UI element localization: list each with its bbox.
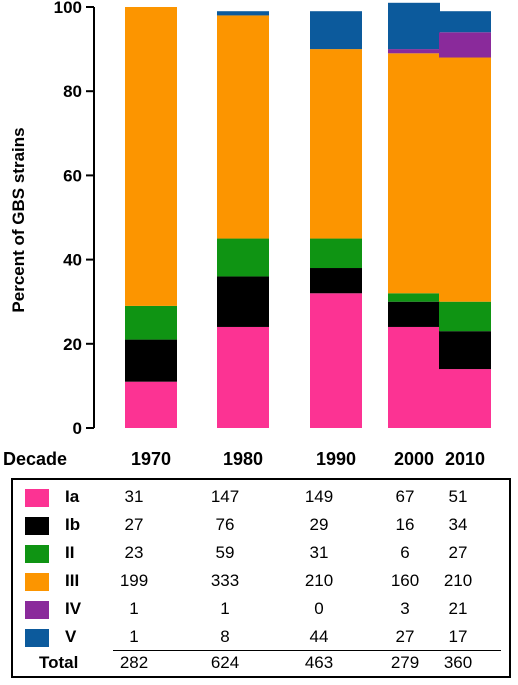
table-row: IV 1 1 0 3 21 (13, 598, 509, 622)
bar-segment-ia-1990 (310, 293, 362, 428)
x-tick-label: 1990 (316, 449, 356, 469)
bar-segment-ib-1970 (125, 339, 177, 382)
table-cell: 27 (448, 543, 468, 562)
legend-swatch-iii (25, 573, 49, 591)
table-cell: 29 (309, 515, 329, 534)
table-cell: 149 (304, 487, 334, 506)
y-tick-label: 60 (63, 166, 82, 185)
table-cell: 199 (119, 571, 149, 590)
legend-swatch-iv (25, 601, 49, 619)
table-cell: 160 (390, 571, 420, 590)
total-cell: 282 (119, 653, 149, 672)
bar-segment-v-1980 (217, 11, 269, 16)
bar-segment-iii-1970 (125, 7, 177, 306)
bar-segment-iii-1990 (310, 49, 362, 239)
table-cell: 27 (124, 515, 144, 534)
bar-segment-iii-2010 (439, 57, 491, 302)
y-tick-label: 0 (73, 419, 82, 438)
y-axis-title: Percent of GBS strains (9, 127, 28, 312)
table-cell: 23 (124, 543, 144, 562)
table-row: II 23 59 31 6 27 (13, 542, 509, 566)
bar-segment-ib-2010 (439, 331, 491, 370)
bar-segment-ib-2000 (388, 301, 440, 327)
bar-segment-iii-1980 (217, 15, 269, 239)
table-cell: 76 (215, 515, 235, 534)
total-label: Total (39, 653, 79, 672)
table-cell: 21 (448, 599, 468, 618)
table-cell: 16 (395, 515, 415, 534)
bar-segment-ii-1980 (217, 238, 269, 277)
table-cell: 34 (448, 515, 468, 534)
bar-segment-iv-2000 (388, 49, 440, 54)
total-divider (113, 650, 501, 651)
table-cell: 51 (448, 487, 468, 506)
axes: 0 20 40 60 80 100 (54, 0, 95, 438)
bar-segment-ib-1990 (310, 268, 362, 294)
bar-series-group: 1970 1980 1990 2000 2010 (125, 2, 491, 469)
table-cell: 333 (210, 571, 240, 590)
y-tick-label: 80 (63, 82, 82, 101)
bar-segment-v-2000 (388, 2, 440, 50)
y-tick-label: 20 (63, 335, 82, 354)
y-tick-label: 100 (54, 0, 82, 17)
table-cell: 0 (314, 599, 324, 618)
table-cell: 44 (309, 627, 329, 646)
table-cell: 1 (129, 627, 139, 646)
table-row: III 199 333 210 160 210 (13, 570, 509, 594)
serotype-label: II (65, 543, 75, 562)
table-cell: 210 (304, 571, 334, 590)
x-axis-title: Decade (3, 449, 67, 469)
table-cell: 1 (129, 599, 139, 618)
x-tick-label: 1980 (223, 449, 263, 469)
bar-segment-iii-2000 (388, 53, 440, 294)
serotype-label: V (65, 627, 77, 646)
table-cell: 27 (395, 627, 415, 646)
bar-segment-ii-1970 (125, 305, 177, 340)
bar-segment-ii-1990 (310, 238, 362, 269)
table-row: Ia 31 147 149 67 51 (13, 486, 509, 510)
bar-segment-ia-2010 (439, 369, 491, 428)
serotype-label: Ia (65, 487, 80, 506)
bar-segment-ib-1980 (217, 276, 269, 327)
bar-segment-ia-1980 (217, 326, 269, 428)
bar-segment-v-2010 (439, 11, 491, 33)
table-row: Ib 27 76 29 16 34 (13, 514, 509, 538)
serotype-label: III (65, 571, 80, 590)
table-cell: 147 (210, 487, 240, 506)
bar-segment-ia-1970 (125, 381, 177, 428)
bar-segment-ii-2000 (388, 293, 440, 302)
serotype-label: IV (65, 599, 82, 618)
total-cell: 360 (443, 653, 473, 672)
table-cell: 1 (220, 599, 230, 618)
legend-swatch-ib (25, 517, 49, 535)
table-cell: 210 (443, 571, 473, 590)
bar-segment-ia-2000 (388, 326, 440, 428)
bar-segment-iv-2010 (439, 32, 491, 58)
legend-swatch-v (25, 629, 49, 647)
strain-count-table: Ia 31 147 149 67 51 Ib 27 76 29 16 34 II 23 59 31 6 27 III… (11, 478, 511, 678)
table-cell: 59 (215, 543, 235, 562)
x-tick-label: 2010 (445, 449, 485, 469)
table-row: V 1 8 44 27 17 (13, 626, 509, 650)
table-cell: 8 (220, 627, 230, 646)
legend-swatch-ii (25, 545, 49, 563)
table-cell: 17 (448, 627, 468, 646)
total-row: Total 282 624 463 279 360 (13, 652, 509, 676)
total-cell: 624 (210, 653, 240, 672)
table-cell: 31 (124, 487, 144, 506)
stacked-bar-chart: 1970 1980 1990 2000 2010 0 20 40 60 80 100 Percen… (3, 0, 491, 469)
table-cell: 31 (309, 543, 329, 562)
x-tick-label: 1970 (131, 449, 171, 469)
table-cell: 67 (395, 487, 415, 506)
table-cell: 6 (400, 543, 410, 562)
legend-swatch-ia (25, 489, 49, 507)
serotype-label: Ib (65, 515, 81, 534)
total-cell: 279 (390, 653, 420, 672)
total-cell: 463 (304, 653, 334, 672)
table-cell: 3 (400, 599, 410, 618)
bar-segment-ii-2010 (439, 301, 491, 332)
x-tick-label: 2000 (394, 449, 434, 469)
y-tick-label: 40 (63, 251, 82, 270)
bar-segment-v-1990 (310, 11, 362, 50)
